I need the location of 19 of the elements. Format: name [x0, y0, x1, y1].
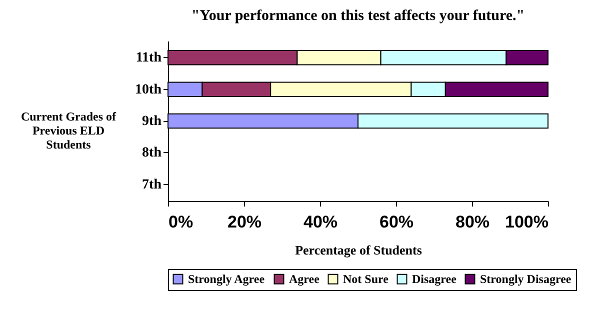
x-tick-label: 80%	[455, 212, 490, 232]
y-tick-label: 10th	[135, 82, 162, 98]
x-tick-label: 40%	[303, 212, 338, 232]
y-tick-label: 7th	[142, 177, 162, 192]
legend-label: Strongly Agree	[188, 272, 266, 286]
y-axis-title: Current Grades of Previous ELD Students	[20, 110, 118, 152]
legend-label: Agree	[289, 272, 320, 286]
legend-label: Not Sure	[343, 272, 390, 286]
legend-label: Strongly Disagree	[480, 272, 572, 286]
x-tick-label: 60%	[379, 212, 414, 232]
x-tick-label: 0%	[168, 212, 194, 232]
x-tick-label: 100%	[505, 212, 548, 232]
y-tick-label: 11th	[136, 50, 162, 66]
x-tick-label: 20%	[227, 212, 262, 232]
y-tick-label: 8th	[142, 146, 162, 161]
legend-label: Disagree	[412, 272, 458, 286]
chart-title: "Your performance on this test affects your future."	[191, 8, 525, 24]
x-axis-title: Percentage of Students	[295, 242, 422, 258]
y-tick-label: 9th	[142, 114, 162, 129]
